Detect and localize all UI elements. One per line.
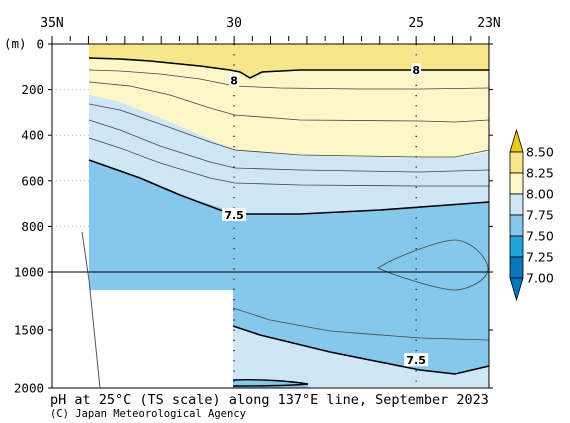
colorbar-label-1: 8.25 [526, 166, 554, 181]
colorbar-label-4: 7.50 [526, 229, 554, 244]
contour-loop [377, 239, 489, 291]
contour-label-3: 7.5 [406, 354, 426, 367]
y-tick-label-2: 400 [21, 128, 44, 143]
contour-bottom [232, 379, 309, 387]
credit-text: (C) Japan Meteorological Agency [50, 408, 246, 420]
x-tick-label-2: 25 [408, 16, 424, 31]
colorbar-segment-4 [509, 235, 524, 258]
y-tick-label-6: 1500 [14, 323, 44, 338]
contour-thin-4 [88, 119, 490, 173]
colorbar-segment-2 [509, 193, 524, 216]
colorbar: 8.50 8.25 8.00 7.75 7.50 7.25 7.00 [509, 128, 554, 302]
colorbar-segment-5 [509, 256, 524, 279]
colorbar-segment-0 [509, 151, 524, 174]
y-tick-label-5: 1000 [14, 265, 44, 280]
topography-mask [52, 44, 89, 388]
fill-7-25-7-50 [89, 160, 489, 374]
contour-label-2: 7.5 [224, 209, 244, 222]
contour-7-5-deep [232, 325, 490, 375]
colorbar-label-6: 7.00 [526, 271, 554, 286]
colorbar-segment-3 [509, 214, 524, 237]
contour-label-bg-0 [229, 73, 240, 87]
colorbar-label-3: 7.75 [526, 208, 554, 223]
colorbar-triangle-bottom [509, 277, 524, 302]
x-tick-label-3: 23N [477, 16, 500, 31]
x-tick-label-1: 30 [226, 16, 242, 31]
fill-layers [52, 44, 489, 388]
contour-label-bg-3 [404, 353, 429, 367]
axes [48, 36, 493, 389]
y-tick-label-3: 600 [21, 173, 44, 188]
fill-upper-7-50-7-75 [89, 95, 489, 214]
y-tick-label-1: 200 [21, 82, 44, 97]
fill-deep-7-75-7-50 [233, 326, 489, 388]
colorbar-triangle-top [509, 128, 524, 153]
no-data-region [89, 290, 233, 388]
y-tick-label-0: 0 [36, 37, 44, 52]
x-tick-label-0: 35N [40, 16, 63, 31]
contour-label-bg-1 [411, 63, 422, 77]
contour-thin-2 [88, 81, 490, 123]
colorbar-segment-1 [509, 172, 524, 195]
station-lines [233, 44, 417, 388]
contour-thin-deep [232, 307, 490, 341]
y-axis-label: (m) [4, 36, 27, 51]
y-tick-label-7: 2000 [14, 381, 44, 396]
chart-title: pH at 25°C (TS scale) along 137°E line, … [50, 392, 489, 408]
topography-line [81, 231, 101, 389]
colorbar-label-0: 8.50 [526, 145, 554, 160]
labels: 35N 30 25 23N 0 200 400 600 800 1000 1500 2000 (m) 8 8… [4, 16, 501, 396]
contour-thin-3 [88, 103, 490, 158]
contour-label-bg-2 [222, 208, 247, 221]
contour-label-1: 8 [412, 64, 420, 77]
contour-thin-5 [88, 137, 489, 187]
contour-label-0: 8 [230, 74, 238, 87]
y-tick-label-4: 800 [21, 219, 44, 234]
colorbar-label-5: 7.25 [526, 250, 554, 265]
colorbar-label-2: 8.00 [526, 187, 554, 202]
contour-8-0-upper [88, 57, 489, 79]
fill-7-75-8-00 [89, 58, 489, 158]
